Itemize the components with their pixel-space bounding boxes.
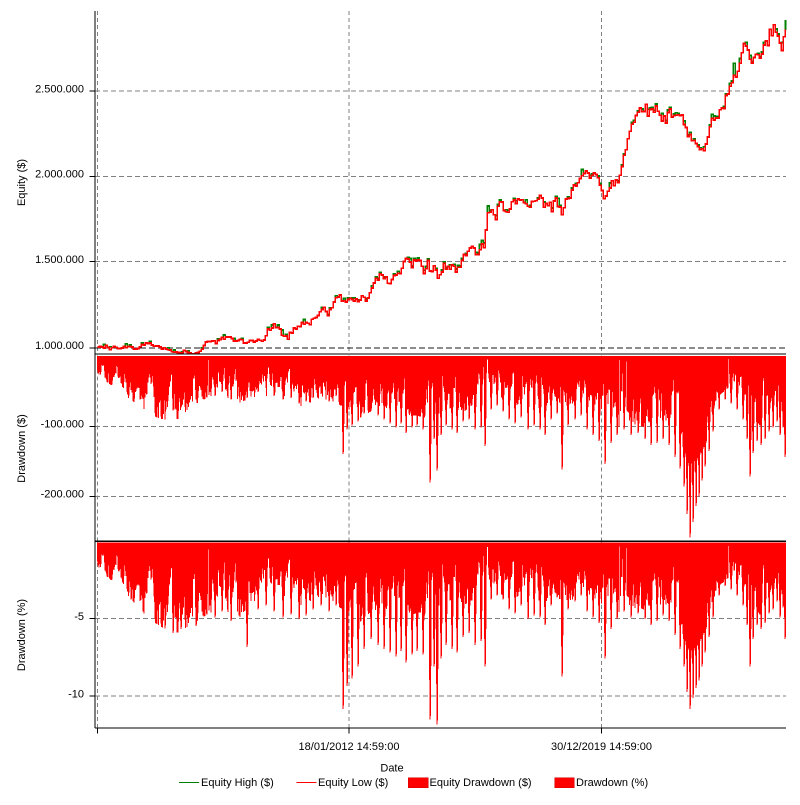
svg-text:Date: Date xyxy=(380,763,403,775)
svg-text:1.000.000: 1.000.000 xyxy=(35,340,84,352)
svg-text:Drawdown (%): Drawdown (%) xyxy=(16,599,28,671)
svg-text:Equity Drawdown ($): Equity Drawdown ($) xyxy=(430,777,532,789)
svg-text:2.000.000: 2.000.000 xyxy=(35,169,84,181)
svg-text:-10: -10 xyxy=(68,688,84,700)
svg-text:Drawdown ($): Drawdown ($) xyxy=(16,414,28,482)
svg-text:2.500.000: 2.500.000 xyxy=(35,83,84,95)
svg-text:1.500.000: 1.500.000 xyxy=(35,254,84,266)
svg-text:18/01/2012 14:59:00: 18/01/2012 14:59:00 xyxy=(299,741,400,753)
svg-text:Drawdown (%): Drawdown (%) xyxy=(576,777,648,789)
svg-text:Equity High ($): Equity High ($) xyxy=(201,777,274,789)
svg-text:-200.000: -200.000 xyxy=(41,489,84,501)
svg-text:-5: -5 xyxy=(74,611,84,623)
svg-text:Equity ($): Equity ($) xyxy=(16,159,28,206)
svg-text:30/12/2019 14:59:00: 30/12/2019 14:59:00 xyxy=(551,741,652,753)
svg-text:Equity Low ($): Equity Low ($) xyxy=(318,777,388,789)
svg-text:-100.000: -100.000 xyxy=(41,419,84,431)
